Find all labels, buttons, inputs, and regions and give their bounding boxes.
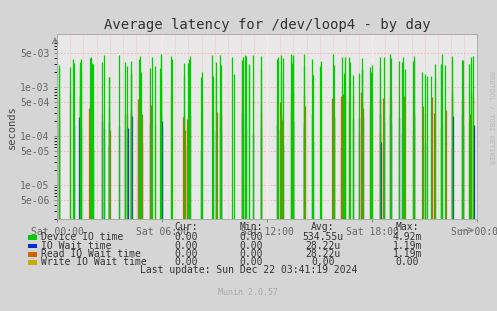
Text: 0.00: 0.00 [174,258,198,267]
Text: 0.00: 0.00 [239,232,263,242]
Text: 0.00: 0.00 [174,241,198,251]
Text: Min:: Min: [239,221,263,231]
Text: 0.00: 0.00 [239,258,263,267]
Text: RRDTOOL / TOBI OETIKER: RRDTOOL / TOBI OETIKER [488,72,494,165]
Text: 534.55u: 534.55u [303,232,343,242]
Text: 1.19m: 1.19m [393,241,422,251]
Text: 0.00: 0.00 [239,241,263,251]
Text: 0.00: 0.00 [396,258,419,267]
Text: Read IO Wait time: Read IO Wait time [41,249,141,259]
Text: Cur:: Cur: [174,221,198,231]
Text: 0.00: 0.00 [174,249,198,259]
Text: 0.00: 0.00 [174,232,198,242]
Text: 0.00: 0.00 [239,249,263,259]
Y-axis label: seconds: seconds [7,105,17,149]
Text: Last update: Sun Dec 22 03:41:19 2024: Last update: Sun Dec 22 03:41:19 2024 [140,265,357,275]
Text: 0.00: 0.00 [311,258,335,267]
Text: 28.22u: 28.22u [306,241,340,251]
Text: Munin 2.0.57: Munin 2.0.57 [219,288,278,297]
Text: 28.22u: 28.22u [306,249,340,259]
Text: Avg:: Avg: [311,221,335,231]
Text: 4.92m: 4.92m [393,232,422,242]
Title: Average latency for /dev/loop4 - by day: Average latency for /dev/loop4 - by day [104,18,430,32]
Text: 1.19m: 1.19m [393,249,422,259]
Text: Max:: Max: [396,221,419,231]
Text: Write IO Wait time: Write IO Wait time [41,258,147,267]
Text: IO Wait time: IO Wait time [41,241,111,251]
Text: Device IO time: Device IO time [41,232,123,242]
